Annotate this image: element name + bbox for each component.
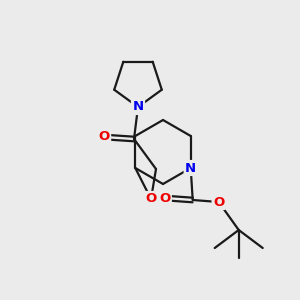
Text: O: O bbox=[213, 196, 224, 208]
Text: N: N bbox=[132, 100, 144, 113]
Text: O: O bbox=[98, 130, 110, 143]
Text: O: O bbox=[146, 193, 157, 206]
Text: N: N bbox=[185, 161, 196, 175]
Text: O: O bbox=[159, 191, 170, 205]
